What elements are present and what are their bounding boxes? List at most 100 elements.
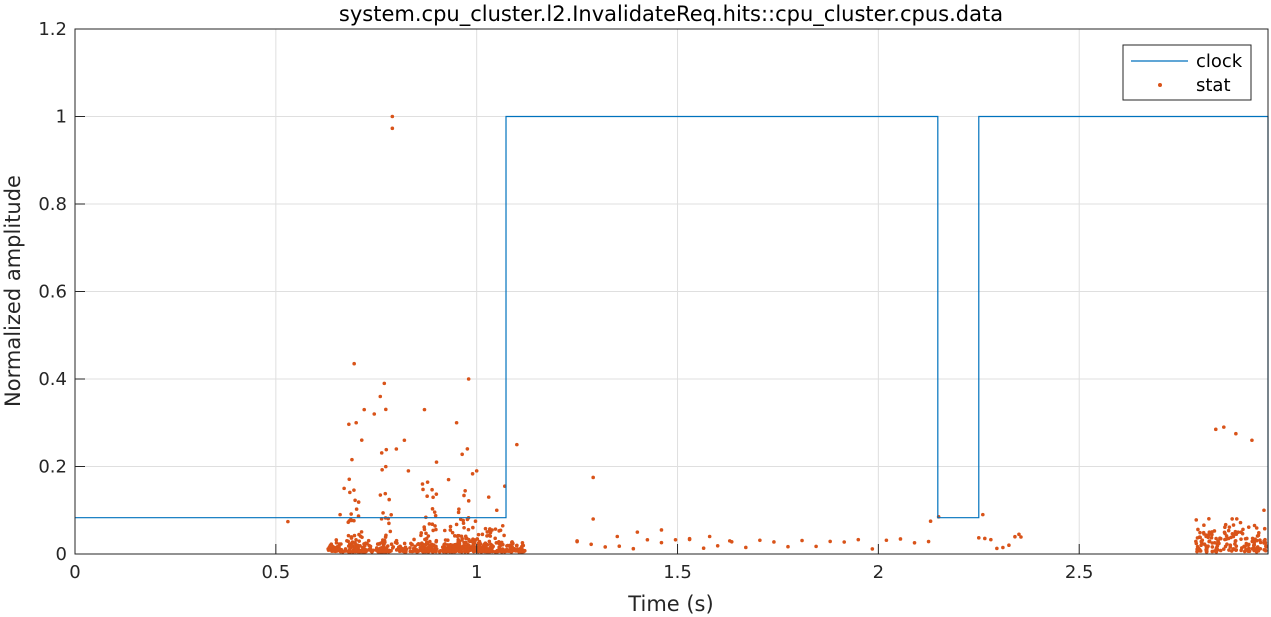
- stat-point: [384, 547, 389, 552]
- stat-point: [456, 539, 461, 544]
- stat-point: [454, 522, 459, 527]
- stat-point: [472, 546, 477, 551]
- stat-point: [388, 549, 392, 554]
- stat-point: [402, 548, 407, 552]
- stat-point: [1196, 546, 1201, 551]
- stat-point: [506, 549, 511, 553]
- stat-point: [352, 518, 356, 523]
- stat-point: [460, 546, 465, 550]
- stat-point: [514, 549, 518, 553]
- stat-point: [434, 492, 439, 496]
- stat-point: [645, 537, 650, 542]
- stat-point: [350, 457, 354, 462]
- stat-point: [383, 540, 387, 545]
- y-tick-label: 0.6: [38, 282, 67, 303]
- stat-point: [458, 517, 463, 522]
- stat-point: [445, 547, 450, 552]
- stat-point: [362, 407, 367, 412]
- stat-point: [603, 545, 608, 549]
- stat-point: [367, 548, 372, 552]
- stat-point: [480, 532, 485, 537]
- x-axis-label: Time (s): [627, 592, 713, 616]
- stat-point: [462, 525, 466, 530]
- stat-point: [384, 533, 388, 538]
- stat-point: [870, 547, 875, 551]
- stat-point: [352, 488, 356, 492]
- stat-point: [659, 528, 664, 532]
- stat-point: [448, 524, 453, 529]
- stat-point: [354, 507, 359, 511]
- stat-point: [1247, 546, 1251, 550]
- stat-point: [1255, 545, 1260, 549]
- stat-point: [1223, 537, 1227, 542]
- stat-point: [1019, 535, 1023, 539]
- stat-point: [328, 544, 333, 548]
- stat-point: [471, 525, 475, 530]
- stat-point: [457, 533, 461, 538]
- stat-point: [402, 438, 407, 443]
- stat-point: [926, 539, 931, 544]
- stat-point: [1252, 543, 1256, 547]
- stat-point: [1229, 535, 1233, 540]
- stat-point: [346, 520, 351, 525]
- stat-point: [441, 549, 446, 554]
- stat-point: [487, 533, 491, 538]
- stat-point: [460, 538, 464, 542]
- stat-point: [488, 542, 493, 547]
- stat-point: [495, 549, 500, 554]
- stat-point: [488, 530, 493, 535]
- stat-point: [1262, 526, 1267, 531]
- stat-point: [368, 544, 373, 549]
- stat-point: [362, 542, 366, 546]
- stat-point: [446, 477, 451, 482]
- stat-point: [617, 544, 622, 549]
- stat-point: [995, 546, 999, 551]
- stat-point: [379, 451, 384, 455]
- stat-point: [409, 541, 413, 546]
- y-axis-label: Normalized amplitude: [1, 175, 25, 407]
- stat-point: [427, 543, 432, 548]
- stat-point: [451, 544, 456, 549]
- stat-point: [487, 539, 492, 544]
- clock-series: [75, 115, 1269, 554]
- stat-point: [1244, 547, 1248, 552]
- stat-point: [378, 546, 383, 551]
- stat-point: [912, 540, 917, 545]
- stat-point: [354, 542, 358, 547]
- stat-point: [1207, 516, 1211, 521]
- stat-point: [1218, 548, 1223, 553]
- stat-point: [423, 537, 427, 542]
- stat-point: [357, 549, 362, 554]
- stat-point: [1224, 534, 1229, 538]
- stat-point: [421, 549, 425, 553]
- stat-point: [1212, 549, 1217, 553]
- x-tick-label: 2: [873, 562, 884, 583]
- stat-point: [352, 533, 357, 538]
- stat-point: [1212, 540, 1217, 545]
- stat-point: [498, 528, 503, 533]
- y-tick-label: 0.8: [38, 194, 67, 215]
- stat-point: [1225, 542, 1229, 546]
- stat-point: [485, 530, 490, 534]
- stat-point: [390, 114, 395, 119]
- stat-point: [758, 538, 762, 543]
- stat-point: [402, 541, 407, 546]
- stat-point: [344, 549, 348, 553]
- stat-point: [466, 499, 471, 503]
- stat-point: [356, 514, 361, 518]
- stat-point: [350, 543, 355, 548]
- stat-point: [1231, 523, 1236, 527]
- stat-point: [428, 539, 432, 544]
- stat-point: [687, 537, 692, 542]
- stat-point: [457, 507, 461, 511]
- stat-point: [1228, 543, 1233, 547]
- legend-stat-label: stat: [1196, 75, 1231, 96]
- stat-point: [591, 517, 595, 521]
- stat-point: [361, 545, 366, 550]
- stat-point: [493, 527, 498, 531]
- stat-point: [520, 543, 525, 548]
- legend-clock-label: clock: [1196, 51, 1243, 72]
- stat-point: [465, 517, 470, 522]
- stat-point: [474, 469, 479, 473]
